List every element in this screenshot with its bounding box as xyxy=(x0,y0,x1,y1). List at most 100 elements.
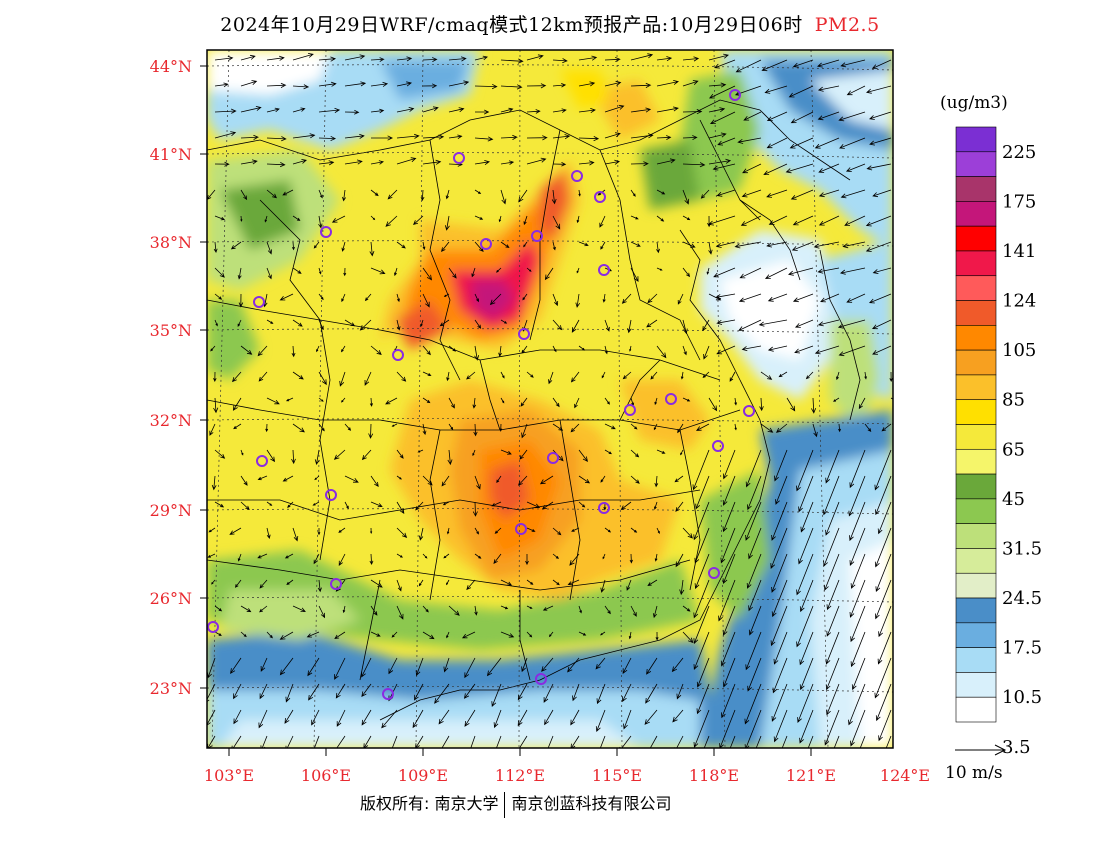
wind-arrow xyxy=(740,215,762,226)
wind-arrow xyxy=(775,423,788,433)
wind-arrow xyxy=(472,397,477,409)
station-marker xyxy=(515,523,527,535)
wind-arrow xyxy=(629,345,632,352)
wind-arrow xyxy=(232,397,242,411)
wind-arrow xyxy=(547,735,554,748)
wind-arrow xyxy=(240,215,243,222)
wind-arrow xyxy=(489,293,502,306)
wind-arrow xyxy=(312,501,320,506)
wind-arrow xyxy=(291,345,296,358)
wind-arrow xyxy=(872,267,892,274)
wind-arrow xyxy=(474,215,484,220)
wind-arrow xyxy=(541,657,554,672)
wind-arrow xyxy=(604,397,610,405)
wind-arrow xyxy=(240,475,248,486)
wind-arrow xyxy=(500,579,513,586)
wind-arrow xyxy=(826,683,840,716)
wind-arrow xyxy=(517,475,528,486)
wind-arrow xyxy=(774,449,788,482)
wind-arrow xyxy=(292,53,314,61)
colorbar-swatch xyxy=(955,126,997,153)
wind-arrow xyxy=(336,709,346,727)
wind-arrow xyxy=(385,397,398,405)
wind-arrow xyxy=(396,475,402,480)
wind-arrow xyxy=(285,683,294,703)
wind-arrow xyxy=(445,189,450,200)
wind-arrow xyxy=(318,135,337,141)
longitude-label: 118°E xyxy=(689,766,739,785)
wind-arrow xyxy=(656,527,660,534)
wind-arrow xyxy=(420,189,425,202)
station-marker xyxy=(598,502,610,514)
wind-arrow xyxy=(391,631,398,638)
colorbar-swatch xyxy=(955,250,997,277)
wind-arrow xyxy=(846,293,866,303)
wind-arrow xyxy=(422,423,427,436)
latitude-labels: 44°N 41°N 38°N 35°N 32°N 29°N 26°N 23°N xyxy=(150,57,207,698)
wind-arrow xyxy=(211,579,216,585)
wind-arrow xyxy=(474,475,481,490)
wind-arrow xyxy=(719,709,736,748)
wind-arrow xyxy=(713,267,736,278)
map-title: 2024年10月29日WRF/cmaq模式12km预报产品:10月29日06时 P… xyxy=(0,10,1100,37)
wind-arrow xyxy=(292,319,303,327)
wind-arrow xyxy=(741,189,762,198)
wind-arrow xyxy=(604,345,608,355)
wind-arrow xyxy=(858,397,866,410)
wind-arrow xyxy=(601,371,606,379)
station-marker xyxy=(571,170,583,182)
wind-arrow xyxy=(361,683,372,698)
wind-arrow xyxy=(630,107,652,113)
wind-arrow xyxy=(233,709,242,725)
wind-arrow xyxy=(859,735,866,748)
wind-arrow xyxy=(318,267,322,275)
wind-arrow xyxy=(798,475,814,513)
wind-arrow xyxy=(576,215,580,224)
wind-arrow xyxy=(654,475,659,488)
wind-arrow xyxy=(604,57,621,63)
wind-arrow xyxy=(214,267,225,278)
wind-arrow xyxy=(578,631,587,636)
wind-arrow xyxy=(700,189,710,199)
wind-arrow xyxy=(702,319,710,332)
wind-arrow xyxy=(370,579,383,588)
wind-arrow xyxy=(682,319,688,335)
wind-arrow xyxy=(646,319,658,328)
wind-reference-arrow xyxy=(955,744,1007,756)
wind-arrow xyxy=(823,475,840,516)
wind-arrow xyxy=(318,605,325,619)
wind-arrow xyxy=(396,501,405,514)
wind-arrow xyxy=(628,631,632,640)
station-marker xyxy=(207,621,219,633)
wind-arrow xyxy=(266,55,285,61)
wind-arrow xyxy=(474,55,488,61)
colorbar-swatch xyxy=(955,325,997,351)
wind-arrow xyxy=(849,501,866,542)
wind-arrow xyxy=(214,215,226,221)
wind-arrow xyxy=(344,501,349,509)
wind-arrow xyxy=(318,189,323,199)
wind-arrow xyxy=(764,267,788,279)
wind-arrow xyxy=(259,683,268,700)
colorbar-label: 45 xyxy=(1002,489,1025,510)
wind-arrow xyxy=(722,449,736,480)
wind-arrow xyxy=(652,605,658,619)
wind-arrow xyxy=(578,160,595,166)
wind-arrow xyxy=(848,683,866,726)
colorbar-swatch xyxy=(955,151,997,177)
wind-arrow xyxy=(422,57,438,62)
wind-arrow xyxy=(420,319,424,327)
wind-arrow xyxy=(766,241,788,248)
longitude-label: 121°E xyxy=(786,766,836,785)
wind-arrow xyxy=(333,449,346,460)
wind-arrow xyxy=(466,579,476,591)
wind-arrow xyxy=(737,137,762,144)
wind-arrow xyxy=(850,631,866,668)
wind-arrow xyxy=(796,449,814,492)
wind-arrow xyxy=(238,293,244,308)
wind-arrow xyxy=(446,371,450,382)
wind-arrow xyxy=(344,133,365,139)
wind-arrow xyxy=(385,215,398,227)
wind-arrow xyxy=(438,709,450,725)
wind-arrow xyxy=(869,137,892,146)
